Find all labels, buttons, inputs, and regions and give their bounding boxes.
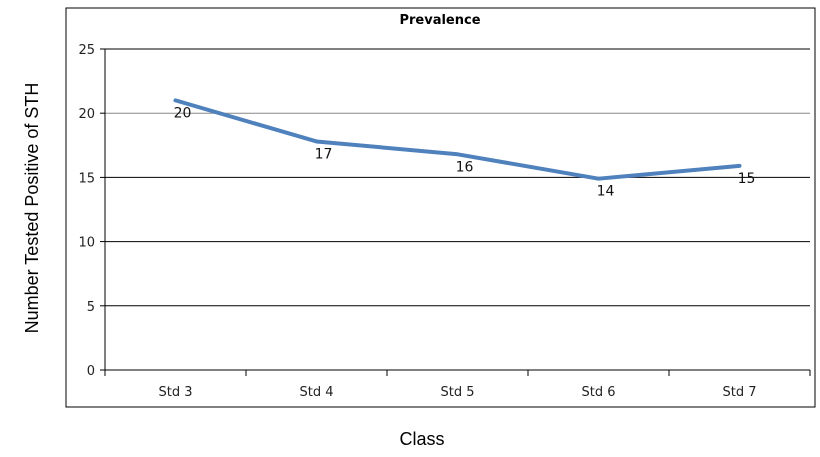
x-tick-label-4: Std 6 [581, 385, 615, 400]
chart-title: Prevalence [399, 13, 480, 28]
x-tick-label-5: Std 7 [722, 385, 756, 400]
axes [100, 48, 811, 376]
x-tick-label-3: Std 5 [440, 385, 474, 400]
data-label-4: 14 [597, 184, 615, 200]
x-tick-label-2: Std 4 [299, 385, 333, 400]
data-point-2 [316, 140, 317, 142]
series-group [173, 98, 742, 181]
data-point-1 [175, 99, 176, 101]
y-tick-label-25: 25 [78, 43, 95, 58]
data-point-5 [739, 165, 740, 167]
x-tick-label-1: Std 3 [158, 385, 192, 400]
y-tick-label-10: 10 [78, 236, 95, 251]
data-label-5: 15 [738, 171, 756, 187]
x-tick-labels: Std 3 Std 4 Std 5 Std 6 Std 7 [158, 385, 756, 400]
data-point-3 [457, 153, 458, 155]
data-label-3: 16 [456, 159, 474, 175]
y-axis-label: Number Tested Positive of STH [22, 83, 42, 334]
y-tick-label-0: 0 [87, 364, 95, 379]
data-label-1: 20 [174, 105, 192, 121]
y-tick-label-15: 15 [78, 171, 95, 186]
data-label-2: 17 [315, 146, 333, 162]
y-tick-labels: 0 5 10 15 20 25 [78, 43, 95, 379]
chart-frame [65, 7, 816, 408]
x-axis-label: Class [399, 429, 444, 449]
data-point-4 [598, 178, 599, 180]
y-tick-label-20: 20 [78, 107, 95, 122]
y-tick-label-5: 5 [87, 300, 95, 315]
data-labels: 20 17 16 14 15 [174, 105, 756, 199]
